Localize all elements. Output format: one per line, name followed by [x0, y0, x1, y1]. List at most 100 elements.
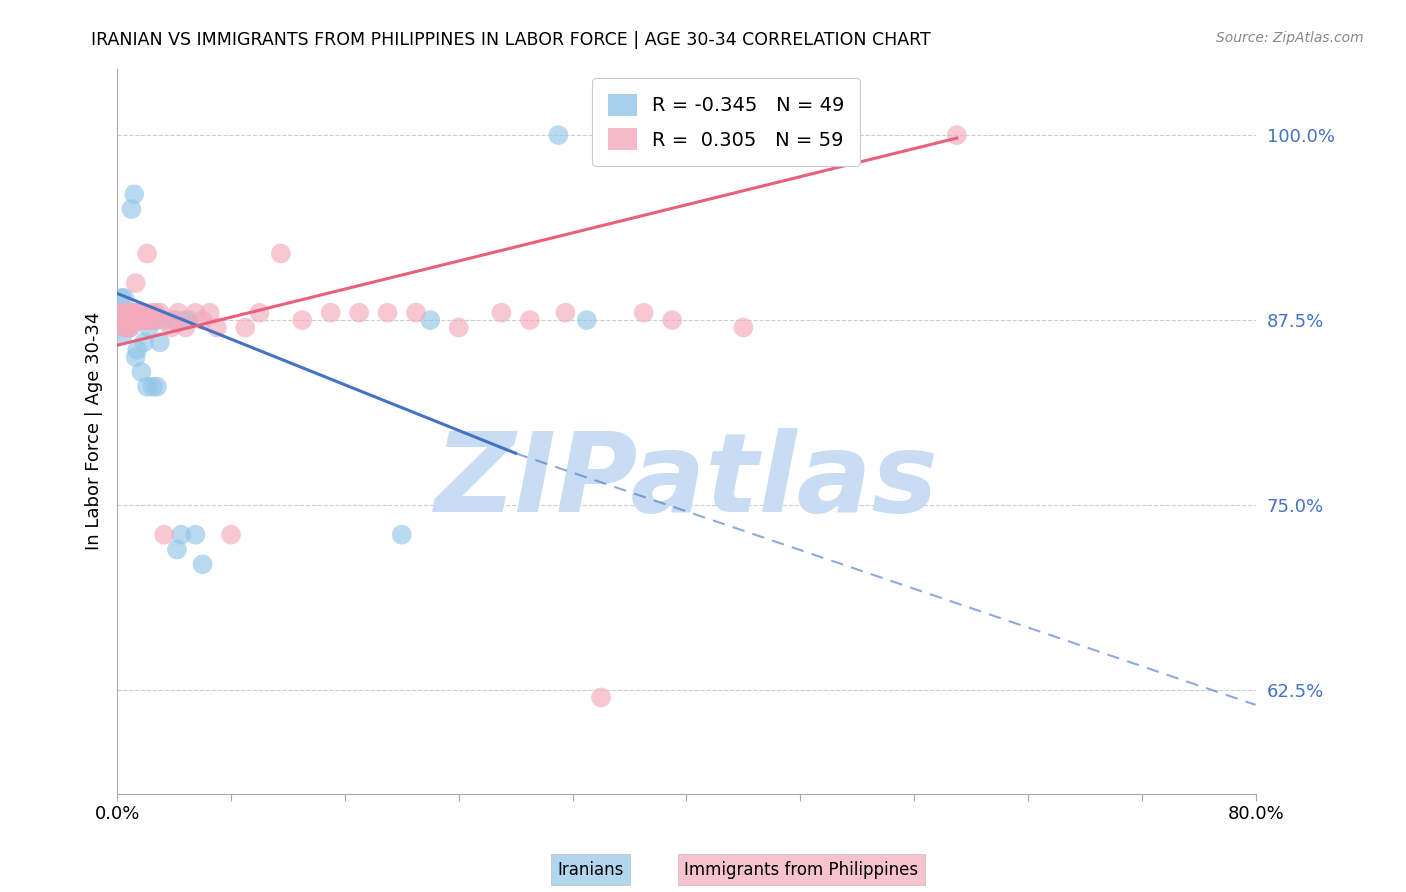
Point	[219, 527, 242, 541]
Point	[166, 542, 188, 557]
Point	[184, 306, 207, 320]
Point	[174, 313, 197, 327]
Point	[127, 343, 149, 357]
Point	[110, 291, 132, 305]
Point	[733, 320, 755, 334]
Point	[112, 320, 135, 334]
Point	[115, 320, 138, 334]
Point	[554, 306, 576, 320]
Point	[519, 313, 541, 327]
Point	[117, 306, 139, 320]
Point	[121, 306, 143, 320]
Point	[129, 313, 152, 327]
Point	[117, 313, 139, 327]
Text: ZIPatlas: ZIPatlas	[434, 428, 938, 535]
Point	[110, 306, 132, 320]
Point	[121, 313, 143, 327]
Point	[138, 320, 160, 334]
Point	[146, 380, 169, 394]
Point	[111, 327, 134, 342]
Point	[120, 306, 142, 320]
Point	[177, 313, 200, 327]
Point	[117, 306, 139, 320]
Point	[491, 306, 513, 320]
Point	[115, 306, 138, 320]
Point	[153, 313, 176, 327]
Point	[191, 558, 214, 572]
Point	[589, 690, 612, 705]
Point	[419, 313, 441, 327]
Point	[141, 306, 163, 320]
Point	[405, 306, 427, 320]
Point	[132, 313, 155, 327]
Point	[115, 320, 138, 334]
Point	[139, 313, 162, 327]
Point	[118, 313, 141, 327]
Point	[121, 306, 143, 320]
Point	[163, 313, 186, 327]
Point	[138, 313, 160, 327]
Point	[120, 202, 142, 216]
Text: Source: ZipAtlas.com: Source: ZipAtlas.com	[1216, 31, 1364, 45]
Point	[184, 527, 207, 541]
Legend: R = -0.345   N = 49, R =  0.305   N = 59: R = -0.345 N = 49, R = 0.305 N = 59	[592, 78, 860, 166]
Point	[132, 313, 155, 327]
Point	[114, 320, 136, 334]
Point	[146, 313, 169, 327]
Point	[114, 306, 136, 320]
Point	[128, 306, 150, 320]
Text: Immigrants from Philippines: Immigrants from Philippines	[685, 861, 918, 879]
Point	[633, 306, 655, 320]
Point	[115, 306, 138, 320]
Point	[114, 313, 136, 327]
Point	[111, 313, 134, 327]
Point	[347, 306, 370, 320]
Point	[115, 313, 138, 327]
Point	[114, 313, 136, 327]
Point	[142, 313, 165, 327]
Point	[149, 306, 172, 320]
Point	[661, 313, 683, 327]
Point	[125, 276, 148, 290]
Point	[946, 128, 969, 142]
Text: Iranians: Iranians	[557, 861, 624, 879]
Point	[391, 527, 413, 541]
Point	[112, 291, 135, 305]
Point	[134, 335, 156, 350]
Point	[112, 313, 135, 327]
Point	[129, 313, 152, 327]
Point	[191, 313, 214, 327]
Point	[128, 306, 150, 320]
Point	[377, 306, 399, 320]
Point	[125, 313, 148, 327]
Point	[160, 320, 183, 334]
Point	[198, 306, 221, 320]
Point	[134, 306, 156, 320]
Point	[118, 320, 141, 334]
Point	[143, 313, 166, 327]
Point	[575, 313, 598, 327]
Point	[233, 320, 256, 334]
Point	[131, 365, 153, 379]
Point	[118, 320, 141, 334]
Point	[135, 313, 157, 327]
Point	[125, 350, 148, 364]
Point	[163, 313, 186, 327]
Point	[120, 306, 142, 320]
Point	[118, 313, 141, 327]
Point	[108, 306, 131, 320]
Point	[136, 380, 159, 394]
Point	[149, 335, 172, 350]
Point	[205, 320, 228, 334]
Point	[447, 320, 470, 334]
Point	[319, 306, 342, 320]
Point	[145, 306, 167, 320]
Point	[174, 320, 197, 334]
Point	[291, 313, 314, 327]
Point	[153, 527, 176, 541]
Point	[122, 187, 145, 202]
Point	[131, 306, 153, 320]
Point	[125, 306, 148, 320]
Point	[142, 380, 165, 394]
Point	[170, 527, 193, 541]
